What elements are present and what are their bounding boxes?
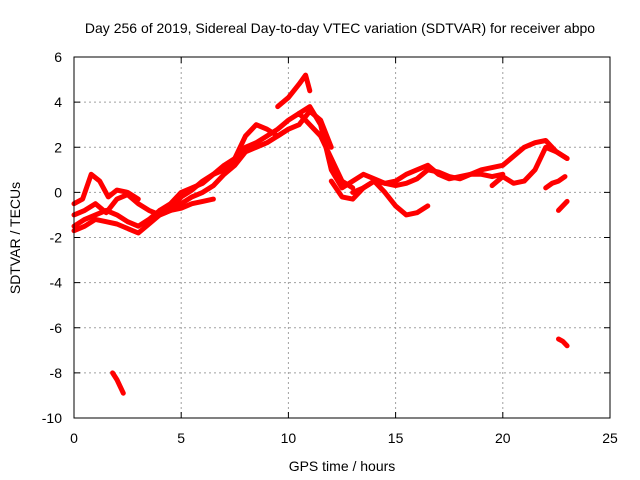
y-tick-label: 2 <box>54 139 62 155</box>
y-tick-label: 4 <box>54 94 62 110</box>
x-tick-label: 25 <box>602 430 618 446</box>
y-tick-label: -2 <box>50 230 63 246</box>
x-tick-label: 15 <box>388 430 404 446</box>
y-tick-label: -10 <box>42 410 62 426</box>
series-sat-c <box>71 171 141 207</box>
y-axis-label: SDTVAR / TECUs <box>7 182 23 294</box>
series-sat-d <box>71 196 216 236</box>
y-tick-label: -6 <box>50 320 63 336</box>
y-tick-label: -4 <box>50 275 63 291</box>
series-sat-i <box>350 178 431 218</box>
series-sat-l <box>556 198 570 213</box>
series-sat-f <box>275 72 313 110</box>
series-sat-m <box>110 370 126 396</box>
series-sat-j <box>489 144 570 189</box>
x-axis-label: GPS time / hours <box>289 458 396 474</box>
y-tick-label: 0 <box>54 184 62 200</box>
x-tick-label: 0 <box>70 430 78 446</box>
grid <box>74 57 610 418</box>
series-group <box>71 72 570 396</box>
y-tick-label: 6 <box>54 49 62 65</box>
ticks <box>73 56 611 419</box>
x-tick-label: 10 <box>281 430 297 446</box>
x-tick-label: 5 <box>177 430 185 446</box>
series-sat-e <box>157 122 291 213</box>
y-tick-labels: -10 -8 -6 -4 -2 0 2 4 6 <box>42 49 62 426</box>
chart-title: Day 256 of 2019, Sidereal Day-to-day VTE… <box>85 20 595 36</box>
x-tick-label: 20 <box>495 430 511 446</box>
y-tick-label: -8 <box>50 365 63 381</box>
series-sat-b <box>71 108 334 229</box>
x-tick-labels: 0 5 10 15 20 25 <box>70 430 618 446</box>
series-sat-n <box>556 336 570 349</box>
series-sat-k <box>543 174 568 191</box>
